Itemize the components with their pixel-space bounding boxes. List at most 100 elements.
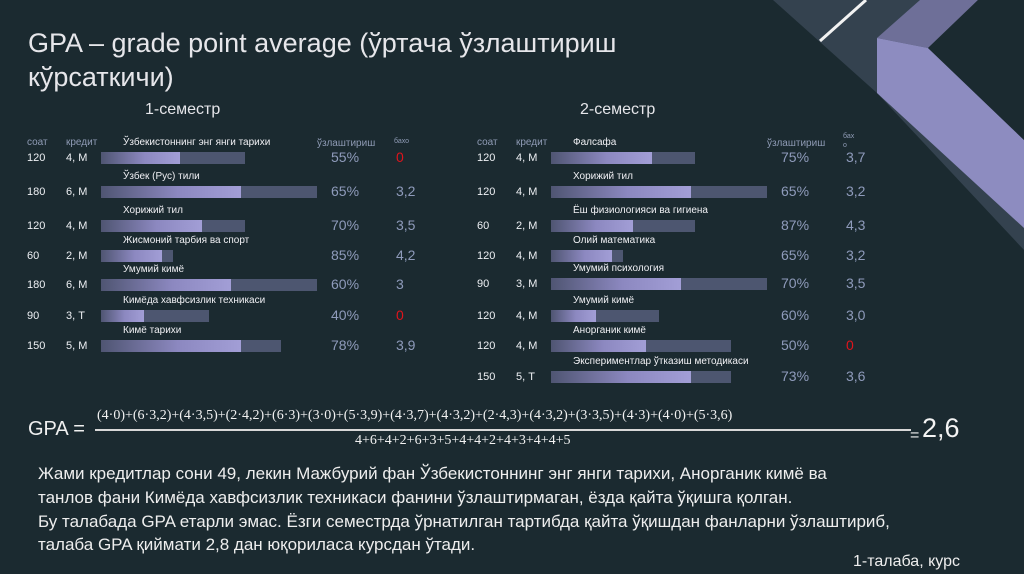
mastery-bar-fill [101,340,241,352]
grade-cell: 3,7 [846,149,866,165]
course-name: Хорижий тил [123,205,183,216]
header-hours: соат [27,137,48,148]
deco-purple-top [877,0,978,48]
mastery-percent: 70% [781,275,810,291]
mastery-bar-fill [551,340,646,352]
paragraph-line: талаба GPA қиймати 2,8 дан юқориласа кур… [38,535,476,554]
course-name: Хорижий тил [573,171,633,182]
grade-cell: 3,2 [396,183,416,199]
mastery-percent: 40% [331,307,360,323]
formula-equals: = [910,427,920,444]
hours-cell: 120 [477,340,496,352]
credit-cell: 3, Т [66,310,85,322]
course-name: Ёш физиологияси ва гигиена [573,205,708,216]
hours-cell: 60 [477,220,490,232]
gpa-result: 2,6 [922,413,960,443]
course-name: Фалсафа [573,137,617,148]
header-mastery: ўзлаштириш [767,138,826,149]
formula-denominator: 4+6+4+2+6+3+5+4+4+2+4+3+4+4+5 [355,433,571,448]
hours-cell: 120 [477,186,496,198]
paragraph-line: Жами кредитлар сони 49, лекин Мажбурий ф… [38,464,827,483]
credit-cell: 4, М [516,152,538,164]
course-name: Жисмоний тарбия ва спорт [123,235,250,246]
header-grade-end: о [843,142,847,149]
hours-cell: 180 [27,279,46,291]
footer-caption: 1-талаба, курс [853,553,960,570]
credit-cell: 5, Т [516,371,535,383]
credit-cell: 2, М [66,250,88,262]
mastery-percent: 65% [781,183,810,199]
header-grade: бах [843,133,855,140]
grade-cell: 3,9 [396,337,416,353]
grade-cell: 0 [396,307,404,323]
mastery-bar-fill [101,152,180,164]
deco-purple-band [877,38,1024,228]
header-credit: кредит [66,137,98,148]
hours-cell: 120 [27,152,46,164]
header-hours: соат [477,137,498,148]
mastery-percent: 85% [331,247,360,263]
credit-cell: 5, М [66,340,88,352]
hours-cell: 120 [477,152,496,164]
paragraph-line: Бу талабада GPA етарли эмас. Ёзги семест… [38,512,890,531]
deco-white-line [819,0,867,43]
hours-cell: 120 [27,220,46,232]
mastery-percent: 65% [331,183,360,199]
credit-cell: 4, М [516,186,538,198]
grade-cell: 3,0 [846,307,866,323]
mastery-percent: 75% [781,149,810,165]
course-name: Кимё тарихи [123,325,182,336]
mastery-percent: 50% [781,337,810,353]
mastery-percent: 70% [331,217,360,233]
hours-cell: 150 [477,371,496,383]
credit-cell: 2, М [516,220,538,232]
hours-cell: 90 [477,278,490,290]
mastery-bar-fill [101,220,202,232]
mastery-bar-fill [101,310,144,322]
formula-lhs: GPA = [28,418,85,440]
slide-title-line2: кўрсаткичи) [28,62,174,92]
fraction-line [95,429,911,431]
mastery-percent: 60% [331,276,360,292]
slide-title-line1: GPA – grade point average (ўртача ўзлашт… [28,28,617,58]
semester-title: 2-семестр [580,101,656,118]
credit-cell: 3, М [516,278,538,290]
course-name: Олий математика [573,235,656,246]
deco-dark-cut [928,0,1024,140]
credit-cell: 4, М [516,250,538,262]
credit-cell: 4, М [516,310,538,322]
course-name: Умумий кимё [573,295,635,306]
credit-cell: 4, М [66,152,88,164]
mastery-percent: 87% [781,217,810,233]
mastery-bar-fill [551,371,691,383]
hours-cell: 150 [27,340,46,352]
credit-cell: 6, М [66,186,88,198]
course-name: Умумий психология [573,263,664,274]
credit-cell: 4, М [66,220,88,232]
mastery-percent: 78% [331,337,360,353]
mastery-percent: 55% [331,149,360,165]
mastery-bar-fill [551,310,596,322]
header-credit: кредит [516,137,548,148]
grade-cell: 3,6 [846,368,866,384]
mastery-percent: 60% [781,307,810,323]
mastery-bar-fill [101,186,241,198]
header-grade: бахо [394,138,410,145]
mastery-percent: 73% [781,368,810,384]
hours-cell: 90 [27,310,40,322]
grade-cell: 4,3 [846,217,866,233]
grade-cell: 0 [846,337,854,353]
grade-cell: 3,5 [396,217,416,233]
mastery-bar-fill [101,250,162,262]
hours-cell: 120 [477,250,496,262]
mastery-bar-fill [551,152,652,164]
course-name: Экспериментлар ўтказиш методикаси [573,356,749,367]
course-name: Кимёда хавфсизлик техникаси [123,295,266,306]
mastery-bar-fill [101,279,231,291]
course-name: Ўзбек (Рус) тили [123,171,200,182]
course-name: Умумий кимё [123,264,185,275]
hours-cell: 60 [27,250,40,262]
mastery-percent: 65% [781,247,810,263]
grade-cell: 3,2 [846,183,866,199]
